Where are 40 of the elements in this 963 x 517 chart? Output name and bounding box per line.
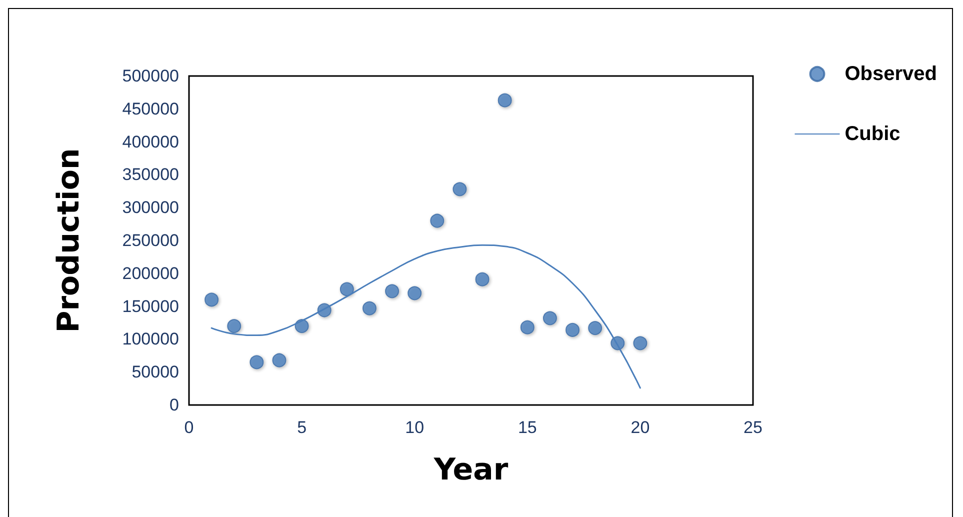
point: [408, 286, 422, 300]
point: [204, 292, 219, 307]
legend-label: Cubic: [844, 123, 900, 145]
point: [520, 320, 534, 334]
point: [227, 319, 242, 334]
x-tick-label: 5: [297, 418, 307, 437]
point: [430, 214, 444, 228]
point: [272, 353, 286, 368]
y-tick-label: 150000: [122, 296, 179, 316]
y-tick-label: 400000: [122, 132, 179, 152]
point: [250, 355, 264, 370]
point: [566, 322, 580, 337]
point: [294, 319, 309, 334]
point: [542, 311, 557, 326]
point: [475, 272, 490, 286]
y-tick-label: 350000: [122, 165, 179, 184]
y-tick-label: 50000: [132, 362, 179, 382]
y-tick-label: 300000: [122, 198, 179, 218]
x-tick-label: 15: [518, 418, 537, 437]
line-series: [210, 244, 641, 389]
point: [633, 336, 648, 350]
legend-label: Observed: [844, 63, 937, 85]
point: [498, 93, 512, 108]
x-tick-label: 0: [184, 418, 194, 437]
y-axis-title: Production: [52, 148, 86, 333]
point: [385, 284, 400, 298]
point: [362, 301, 376, 316]
y-tick-label: 200000: [122, 264, 179, 283]
y-tick-label: 250000: [122, 231, 179, 250]
point: [452, 182, 467, 196]
point: [340, 282, 354, 296]
y-tick-label: 500000: [122, 66, 179, 86]
y-tick-label: 0: [170, 396, 179, 414]
point: [588, 321, 602, 336]
x-tick-label: 20: [630, 418, 650, 437]
x-tick-label: 10: [405, 418, 424, 437]
x-axis-title: Year: [432, 452, 508, 488]
x-tick-label: 25: [744, 418, 762, 437]
y-tick-label: 100000: [122, 330, 179, 349]
y-tick-label: 450000: [122, 99, 179, 118]
